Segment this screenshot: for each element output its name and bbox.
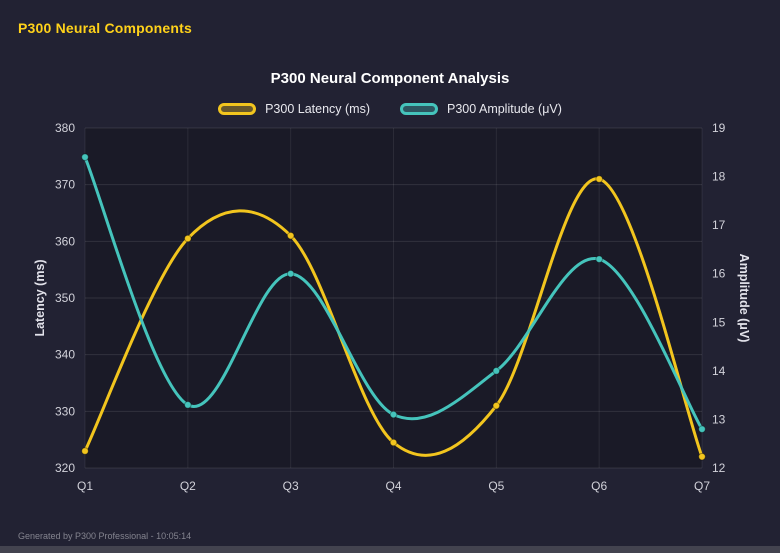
data-point[interactable]	[492, 367, 501, 375]
data-point[interactable]	[698, 425, 706, 433]
chart-panel: P300 Neural Component Analysis P300 Late…	[30, 56, 750, 508]
chart-canvas[interactable]: 320 330 340 350 360 370 380 12 13 14 15 16 17 18 19 Q1 Q…	[30, 120, 750, 500]
left-tick-label: 360	[55, 234, 75, 248]
data-point[interactable]	[184, 234, 192, 243]
amplitude-swatch-icon	[400, 103, 438, 115]
page-title: P300 Neural Components	[18, 20, 192, 36]
right-tick-label: 16	[712, 267, 726, 281]
latency-swatch-icon	[218, 103, 257, 115]
chart-title: P300 Neural Component Analysis	[270, 70, 510, 87]
left-tick-label: 370	[55, 178, 75, 192]
legend-item-amplitude[interactable]: P300 Amplitude (μV)	[400, 102, 562, 116]
right-tick-label: 14	[712, 364, 726, 378]
right-tick-label: 12	[712, 461, 726, 475]
data-point[interactable]	[492, 401, 501, 410]
data-point[interactable]	[286, 269, 295, 278]
x-tick-label: Q2	[180, 479, 196, 493]
left-tick-label: 330	[55, 404, 75, 418]
left-tick-label: 350	[55, 291, 75, 305]
horizontal-scrollbar[interactable]	[0, 546, 780, 553]
x-tick-label: Q6	[591, 479, 607, 493]
right-tick-label: 13	[712, 412, 726, 426]
legend-item-latency[interactable]: P300 Latency (ms)	[218, 102, 370, 116]
left-axis-title: Latency (ms)	[33, 259, 47, 336]
right-tick-label: 19	[712, 121, 726, 135]
x-tick-label: Q3	[283, 479, 299, 493]
data-point[interactable]	[286, 231, 295, 240]
data-point[interactable]	[698, 452, 706, 461]
footer-text: Generated by P300 Professional - 10:05:1…	[18, 531, 192, 541]
data-point[interactable]	[389, 438, 398, 447]
data-point[interactable]	[81, 153, 89, 161]
right-axis-title: Amplitude (μV)	[737, 254, 750, 343]
legend-label-latency: P300 Latency (ms)	[265, 102, 370, 116]
x-tick-label: Q7	[694, 479, 710, 493]
chart-legend: P300 Latency (ms) P300 Amplitude (μV)	[30, 102, 750, 116]
left-tick-label: 320	[55, 461, 75, 475]
chart-area: 320 330 340 350 360 370 380 12 13 14 15 16 17 18 19 Q1 Q…	[30, 120, 750, 500]
left-tick-label: 340	[55, 348, 75, 362]
x-tick-label: Q1	[77, 479, 93, 493]
data-point[interactable]	[81, 447, 89, 455]
data-point[interactable]	[389, 410, 398, 419]
right-tick-label: 17	[712, 218, 726, 232]
left-tick-label: 380	[55, 121, 75, 135]
data-point[interactable]	[595, 175, 603, 183]
x-tick-label: Q4	[385, 479, 401, 493]
right-tick-label: 18	[712, 170, 726, 184]
data-point[interactable]	[184, 401, 192, 409]
right-tick-label: 15	[712, 315, 726, 329]
x-tick-label: Q5	[488, 479, 504, 493]
legend-label-amplitude: P300 Amplitude (μV)	[447, 102, 562, 116]
data-point[interactable]	[595, 255, 603, 263]
